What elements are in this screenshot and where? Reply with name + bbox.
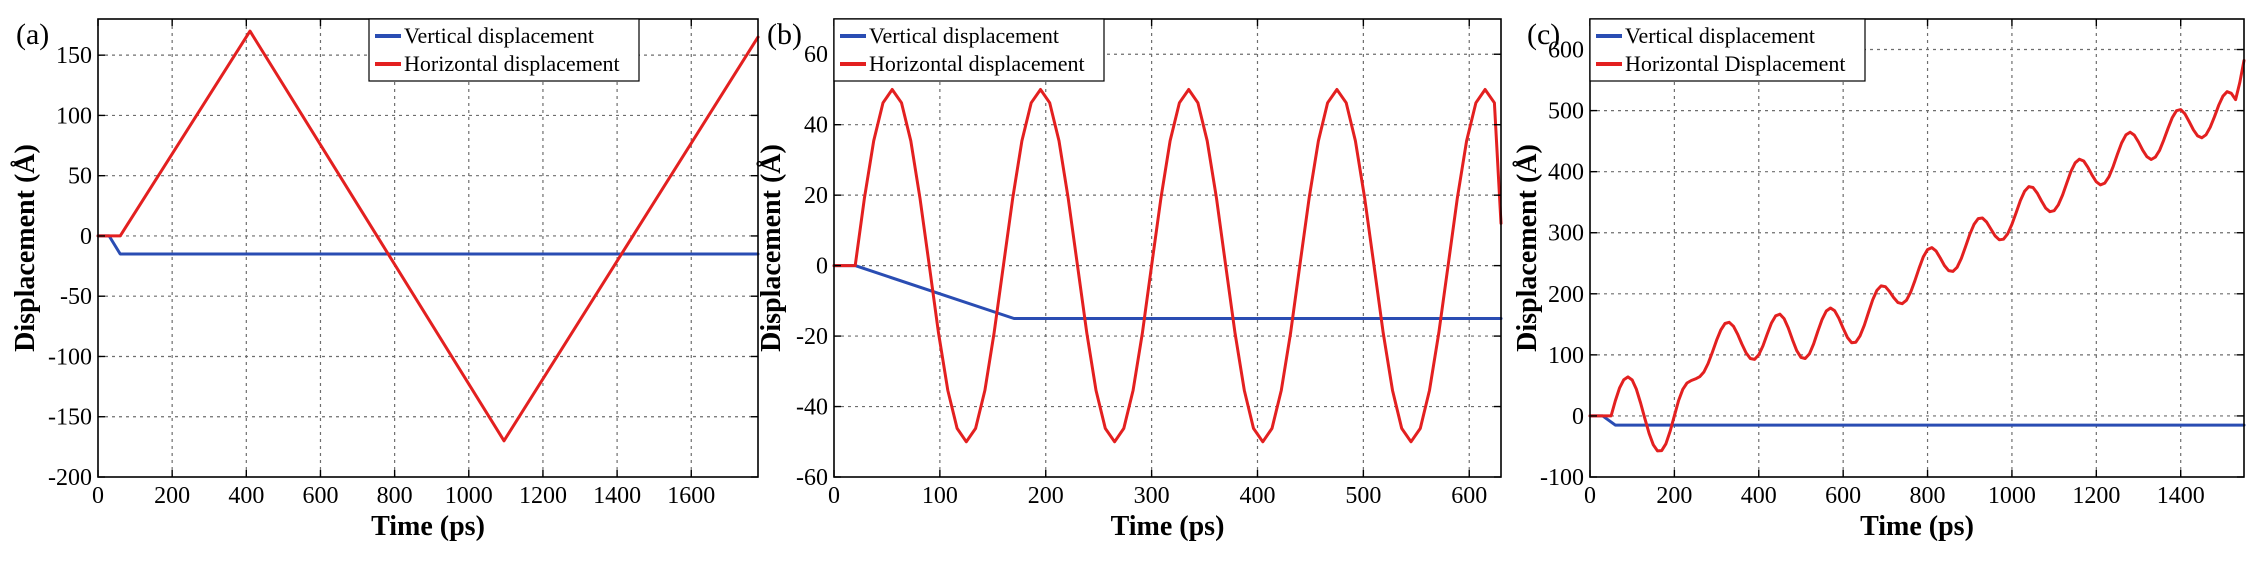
x-tick-label: 300 <box>1134 483 1170 509</box>
x-tick-label: 1000 <box>445 483 493 509</box>
x-tick-label: 1400 <box>593 483 641 509</box>
legend-entry: Vertical displacement <box>404 23 594 48</box>
x-tick-label: 200 <box>1656 483 1692 509</box>
x-tick-label: 0 <box>92 483 104 509</box>
x-tick-label: 100 <box>922 483 958 509</box>
y-tick-label: 500 <box>1548 99 1584 125</box>
series-line-vertical <box>96 234 760 256</box>
y-tick-label: -100 <box>1540 465 1584 491</box>
series-line-horizontal <box>832 88 1503 444</box>
y-axis-label: Displacement (Å) <box>756 144 787 352</box>
y-tick-label: 0 <box>80 224 92 250</box>
y-tick-label: 100 <box>56 103 92 129</box>
y-tick-label: -40 <box>796 395 828 421</box>
legend-entry: Horizontal Displacement <box>1625 51 1846 76</box>
legend: Vertical displacement Horizontal displace… <box>833 18 1105 82</box>
plot-frame <box>833 18 1502 478</box>
x-tick-label: 1200 <box>2072 483 2120 509</box>
x-tick-label: 500 <box>1345 483 1381 509</box>
x-tick-label: 800 <box>377 483 413 509</box>
y-tick-label: 40 <box>804 113 828 139</box>
chart-panel-2: 0 100 200 300 400 500 600 -60 -40 -20 0 20 40 60 Time … <box>756 18 1503 542</box>
series-line-horizontal <box>96 29 760 443</box>
y-tick-label: -60 <box>796 465 828 491</box>
legend: Vertical displacement Horizontal Displace… <box>1589 18 1866 82</box>
series-line-horizontal <box>1588 59 2246 453</box>
y-tick-label: 400 <box>1548 160 1584 186</box>
y-axis-label: Displacement (Å) <box>10 144 41 352</box>
x-tick-label: 400 <box>228 483 264 509</box>
y-tick-label: -20 <box>796 324 828 350</box>
x-tick-label: 400 <box>1239 483 1275 509</box>
y-tick-label: 50 <box>68 164 92 190</box>
x-axis-label: Time (ps) <box>371 511 485 542</box>
x-tick-label: 800 <box>1910 483 1946 509</box>
x-tick-label: 200 <box>154 483 190 509</box>
x-tick-label: 400 <box>1741 483 1777 509</box>
legend-entry: Vertical displacement <box>869 23 1059 48</box>
legend-box <box>368 18 640 82</box>
panel-label: (c) <box>1527 18 1560 51</box>
legend-entry: Horizontal displacement <box>869 51 1085 76</box>
y-tick-label: 100 <box>1548 343 1584 369</box>
series-line-vertical <box>1588 414 2246 427</box>
y-tick-label: -150 <box>48 405 92 431</box>
x-tick-label: 1400 <box>2157 483 2205 509</box>
x-tick-label: 600 <box>302 483 338 509</box>
y-tick-label: 0 <box>1572 404 1584 430</box>
y-tick-label: 60 <box>804 42 828 68</box>
x-tick-label: 1200 <box>519 483 567 509</box>
x-tick-label: 1000 <box>1988 483 2036 509</box>
legend-entry: Horizontal displacement <box>404 51 620 76</box>
y-tick-label: 200 <box>1548 282 1584 308</box>
chart-panel-1: 0 200 400 600 800 1000 1200 1400 1600-200-150-10… <box>10 18 760 542</box>
chart-panel-3: 0 200 400 600 800 1000 1200 1400-10001002003004… <box>1512 18 2246 542</box>
y-tick-label: 150 <box>56 43 92 69</box>
panel-label: (a) <box>16 18 49 51</box>
x-axis-label: Time (ps) <box>1860 511 1974 542</box>
y-tick-label: 300 <box>1548 221 1584 247</box>
plot-frame <box>1589 18 2245 478</box>
x-axis-label: Time (ps) <box>1111 511 1225 542</box>
y-tick-label: 0 <box>816 254 828 280</box>
x-tick-label: 1600 <box>667 483 715 509</box>
y-axis-label: Displacement (Å) <box>1512 144 1543 352</box>
x-tick-label: 600 <box>1451 483 1487 509</box>
x-tick-label: 600 <box>1825 483 1861 509</box>
legend-box <box>1589 18 1866 82</box>
y-tick-label: -100 <box>48 344 92 370</box>
y-tick-label: -50 <box>60 284 92 310</box>
panel-label: (b) <box>767 18 802 51</box>
y-tick-label: 600 <box>1548 38 1584 64</box>
y-tick-label: 20 <box>804 183 828 209</box>
x-tick-label: 200 <box>1028 483 1064 509</box>
legend: Vertical displacement Horizontal displace… <box>368 18 640 82</box>
x-tick-label: 0 <box>1584 483 1596 509</box>
legend-box <box>833 18 1105 82</box>
legend-entry: Vertical displacement <box>1625 23 1815 48</box>
y-tick-label: -200 <box>48 465 92 491</box>
plot-frame <box>97 18 759 478</box>
x-tick-label: 0 <box>828 483 840 509</box>
